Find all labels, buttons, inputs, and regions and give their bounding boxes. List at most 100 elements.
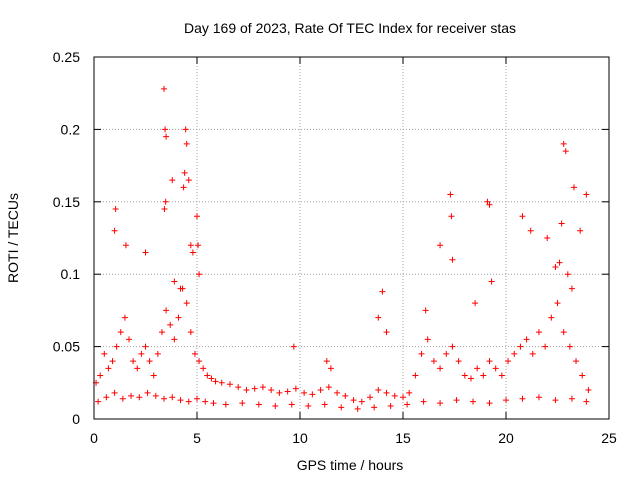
data-point xyxy=(167,321,174,328)
data-point xyxy=(97,372,104,379)
data-point xyxy=(568,285,575,292)
x-tick-label: 10 xyxy=(292,430,308,446)
data-point xyxy=(183,300,190,307)
data-point xyxy=(103,394,110,401)
data-point xyxy=(292,385,299,392)
data-point xyxy=(529,350,536,357)
grid-lines xyxy=(94,57,609,419)
data-point xyxy=(354,405,361,412)
data-point xyxy=(142,249,149,256)
data-point xyxy=(585,387,592,394)
data-point xyxy=(196,358,203,365)
data-point xyxy=(130,358,137,365)
data-point xyxy=(163,133,170,140)
data-point xyxy=(453,397,460,404)
data-point xyxy=(554,300,561,307)
data-point xyxy=(535,394,542,401)
data-point xyxy=(136,394,143,401)
data-point xyxy=(162,126,169,133)
data-point xyxy=(146,358,153,365)
data-point xyxy=(375,314,382,321)
data-point xyxy=(560,329,567,336)
data-point xyxy=(562,148,569,155)
data-point xyxy=(180,184,187,191)
x-tick-label: 15 xyxy=(395,430,411,446)
data-point xyxy=(519,395,526,402)
data-point xyxy=(448,213,455,220)
data-point xyxy=(121,314,128,321)
chart-title: Day 169 of 2023, Rate Of TEC Index for r… xyxy=(184,20,516,36)
data-point xyxy=(154,350,161,357)
data-point xyxy=(175,314,182,321)
data-point xyxy=(185,177,192,184)
data-point xyxy=(379,288,386,295)
data-point xyxy=(243,387,250,394)
data-point xyxy=(194,395,200,402)
data-point xyxy=(573,358,580,365)
data-point xyxy=(334,389,341,396)
data-point xyxy=(122,242,129,249)
data-point xyxy=(474,365,481,372)
y-tick-label: 0.15 xyxy=(53,194,80,210)
data-point xyxy=(158,329,165,336)
y-tick-label: 0.05 xyxy=(53,339,80,355)
data-point xyxy=(301,389,308,396)
data-point xyxy=(358,398,365,405)
data-point xyxy=(196,271,203,278)
data-point xyxy=(342,392,349,399)
data-point xyxy=(367,394,374,401)
data-point xyxy=(527,227,534,234)
data-point xyxy=(321,401,328,408)
data-point xyxy=(191,350,198,357)
data-point xyxy=(268,387,275,394)
data-point xyxy=(259,384,266,391)
data-point xyxy=(134,365,141,372)
data-point xyxy=(400,394,406,401)
data-point xyxy=(181,169,188,176)
data-point xyxy=(447,191,454,198)
data-point xyxy=(152,392,159,399)
data-point xyxy=(288,401,295,408)
data-point xyxy=(163,307,170,314)
data-point xyxy=(112,206,119,213)
data-point xyxy=(290,343,297,350)
data-point xyxy=(350,397,357,404)
data-point xyxy=(189,249,196,256)
data-point xyxy=(552,397,559,404)
data-point xyxy=(404,401,411,408)
data-point xyxy=(255,401,262,408)
data-point xyxy=(505,358,512,365)
data-point xyxy=(169,394,176,401)
data-point xyxy=(583,398,590,405)
plot-frame xyxy=(93,56,610,420)
data-point xyxy=(418,350,425,357)
data-point xyxy=(305,402,312,409)
data-point xyxy=(309,391,316,398)
data-point xyxy=(437,400,444,407)
x-tick-labels: 0 5 10 15 20 25 xyxy=(90,430,617,446)
data-point xyxy=(371,404,378,411)
data-point xyxy=(111,227,118,234)
data-point xyxy=(183,140,190,147)
data-point xyxy=(105,365,112,372)
data-point xyxy=(498,372,505,379)
data-point xyxy=(161,206,168,213)
data-point xyxy=(406,389,413,396)
data-point xyxy=(187,329,194,336)
data-point xyxy=(544,235,551,241)
data-point xyxy=(109,358,116,365)
axis-ticks xyxy=(93,56,610,420)
data-point xyxy=(383,329,390,336)
data-point xyxy=(523,336,530,343)
data-point xyxy=(119,395,126,402)
y-tick-label: 0 xyxy=(72,411,80,427)
data-point xyxy=(486,358,493,365)
data-point xyxy=(162,198,169,205)
data-point xyxy=(577,227,584,234)
data-point xyxy=(558,220,565,227)
data-point xyxy=(519,213,526,220)
data-point xyxy=(150,372,157,379)
data-point xyxy=(327,365,334,372)
data-point xyxy=(422,307,429,314)
